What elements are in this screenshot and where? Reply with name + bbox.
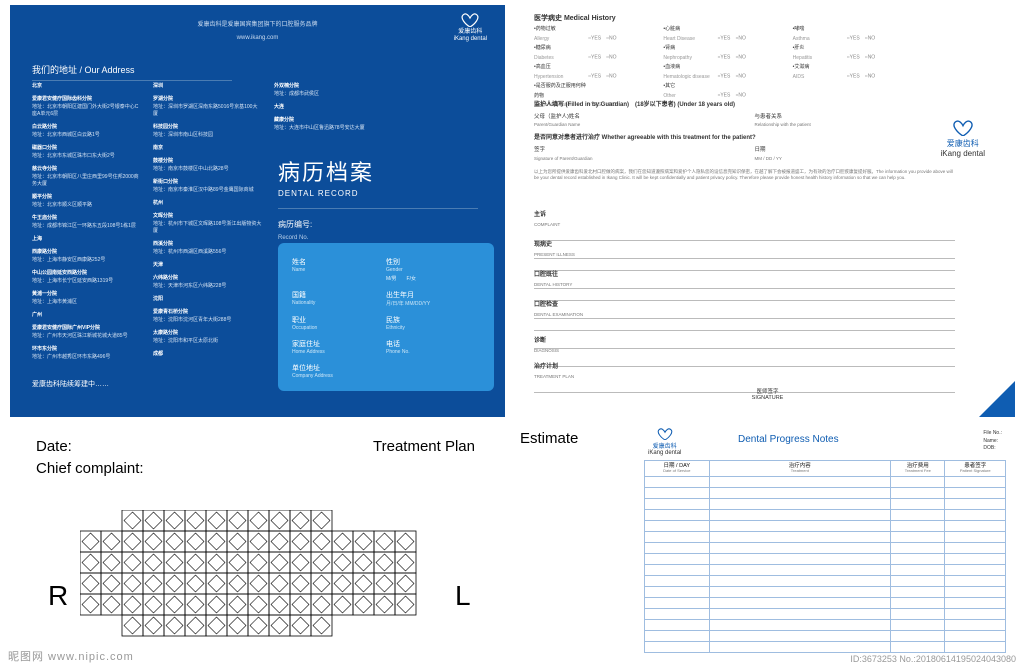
address-block: 西溪分院地址：杭州市西湖区西溪路556号 xyxy=(153,241,262,256)
address-block: 上海 xyxy=(32,236,141,243)
address-block: 沈阳 xyxy=(153,296,262,303)
mh-item: •哮喘Asthma○YES ○NO xyxy=(793,25,914,44)
mh-item: •高血压Hypertension○YES ○NO xyxy=(534,63,655,82)
address-block: 杭州 xyxy=(153,200,262,207)
mh-item: •肾病Nephropathy○YES ○NO xyxy=(663,44,784,63)
patient-info-panel: 姓名Name 性别GenderM/男 F/女 国籍Nationality 出生年… xyxy=(278,243,494,391)
address-block: 爱康君安健疗国际齿科分院地址：北京市朝阳区建国门外大街2号银泰中心C座A单元6层 xyxy=(32,96,141,118)
dental-record-cover: 爱康齿科是爱康国宾集团旗下的口腔服务品牌 www.ikang.com 爱康齿科i… xyxy=(10,5,505,417)
address-block: 太康路分院地址：沈阳市和平区太原北街 xyxy=(153,330,262,345)
medical-history-form: 医学病史 Medical History •药物过敏Allergy○YES ○N… xyxy=(520,5,1015,417)
mh-item: •糖尿病Diabetes○YES ○NO xyxy=(534,44,655,63)
mh-item: •血液病Hematologic disease○YES ○NO xyxy=(663,63,784,82)
right-marker: R xyxy=(48,580,68,612)
address-block: 鼓楼分院地址：南京市鼓楼区中山北路28号 xyxy=(153,158,262,173)
address-block: 成都 xyxy=(153,351,262,358)
left-marker: L xyxy=(455,580,471,612)
address-block: 大连 xyxy=(274,104,383,111)
address-block: 白云路分院地址：北京市西城区白云路1号 xyxy=(32,124,141,139)
address-block: 慈云寺分院地址：北京市朝阳区八里庄西里99号住邦2000商务大厦 xyxy=(32,166,141,188)
address-block: 顺平分院地址：北京市顺义区顺平路 xyxy=(32,194,141,209)
address-list: 北京爱康君安健疗国际齿科分院地址：北京市朝阳区建国门外大街2号银泰中心C座A单元… xyxy=(32,83,262,363)
treatment-plan-label: Treatment Plan xyxy=(373,438,475,455)
address-block: 环市东分院地址：广州市越秀区环市东路496号 xyxy=(32,346,141,361)
guardian-section: 监护人填写 (Filled in by Guardian) (18岁以下患者) … xyxy=(534,101,955,181)
address-block: 新街口分院地址：南京市秦淮区汉中路89号金鹰国际商城 xyxy=(153,179,262,194)
address-block: 罗湖分院地址：深圳市罗湖区深南东路5016号京基100大厦 xyxy=(153,96,262,118)
address-block: 磁器口分院地址：北京市东城区珠市口东大街2号 xyxy=(32,145,141,160)
address-block: 天津 xyxy=(153,262,262,269)
signature-label: 医师签字SIGNATURE xyxy=(752,387,784,401)
brand-url: www.ikang.com xyxy=(237,35,279,41)
clinical-section: 治疗计划TREATMENT PLAN xyxy=(534,363,955,393)
address-block: 爱康青石桥分院地址：沈阳市沈河区青年大街288号 xyxy=(153,309,262,324)
address-block: 科技园分院地址：深圳市南山区科技园 xyxy=(153,124,262,139)
watermark-right: ID:3673253 No.:20180614195024043080 xyxy=(850,654,1016,664)
progress-notes-sheet: 爱康齿科iKang dental Dental Progress Notes F… xyxy=(638,428,1012,660)
address-block: 南京 xyxy=(153,145,262,152)
mh-item: •肝炎Hepatitis○YES ○NO xyxy=(793,44,914,63)
corner-fold xyxy=(979,381,1015,417)
estimate-label: Estimate xyxy=(520,430,615,447)
mh-item: •艾滋病AIDS○YES ○NO xyxy=(793,63,914,82)
notes-table: 日期 / DAYDate of Service治疗内容Treatment治疗费用… xyxy=(644,460,1006,653)
address-block: 深圳 xyxy=(153,83,262,90)
brand-logo: 爱康齿科iKang dental xyxy=(454,13,487,43)
address-block: 文晖分院地址：杭州市下城区文晖路108号浙江出版物资大厦 xyxy=(153,213,262,235)
address-heading: 我们的地址 / Our Address xyxy=(32,63,232,81)
address-block: 外双楠分院地址：成都市武侯区 xyxy=(274,83,383,98)
address-block: 六纬路分院地址：天津市河东区六纬路228号 xyxy=(153,275,262,290)
treatment-plan-sheet: Date: Chief complaint: Treatment Plan R … xyxy=(10,430,505,660)
address-block: 黄浦一分院地址：上海市黄浦区 xyxy=(32,291,141,306)
record-title: 病历档案 DENTAL RECORD 病历编号:Record No. xyxy=(278,155,478,243)
address-block: 中山公园南延安西路分院地址：上海市长宁区延安西路1319号 xyxy=(32,270,141,285)
chief-complaint-label: Chief complaint: xyxy=(36,460,144,477)
notes-meta: File No.:Name:DOB: xyxy=(983,430,1002,453)
mh-item: •药物过敏Allergy○YES ○NO xyxy=(534,25,655,44)
tooth-chart xyxy=(80,510,440,650)
address-block: 北京 xyxy=(32,83,141,90)
address-block: 广州 xyxy=(32,312,141,319)
tagline: 爱康齿科是爱康国宾集团旗下的口腔服务品牌 xyxy=(197,19,317,28)
address-block: 藏康分院地址：大连市中山区鲁迅路78号安达大厦 xyxy=(274,117,383,132)
notes-title: Dental Progress Notes xyxy=(738,434,839,445)
address-block: 牛王庙分院地址：成都市锦江区一环路东五段108号1栋1层 xyxy=(32,215,141,230)
mh-title: 医学病史 Medical History xyxy=(534,13,616,23)
mh-item: •心脏病Heart Disease○YES ○NO xyxy=(663,25,784,44)
address-block: 爱康君安健疗国际广州VIP分院地址：广州市天河区珠江新城花城大道85号 xyxy=(32,325,141,340)
watermark-left: 昵图网 www.nipic.com xyxy=(8,648,134,664)
date-label: Date: xyxy=(36,438,72,455)
address-block: 西康路分院地址：上海市静安区西康路252号 xyxy=(32,249,141,264)
brand-logo: 爱康齿科iKang dental xyxy=(648,428,681,456)
mh-yesno-grid: •药物过敏Allergy○YES ○NO •心脏病Heart Disease○YE… xyxy=(534,25,914,111)
more-note: 爱康齿科陆续筹建中…… xyxy=(32,379,109,389)
